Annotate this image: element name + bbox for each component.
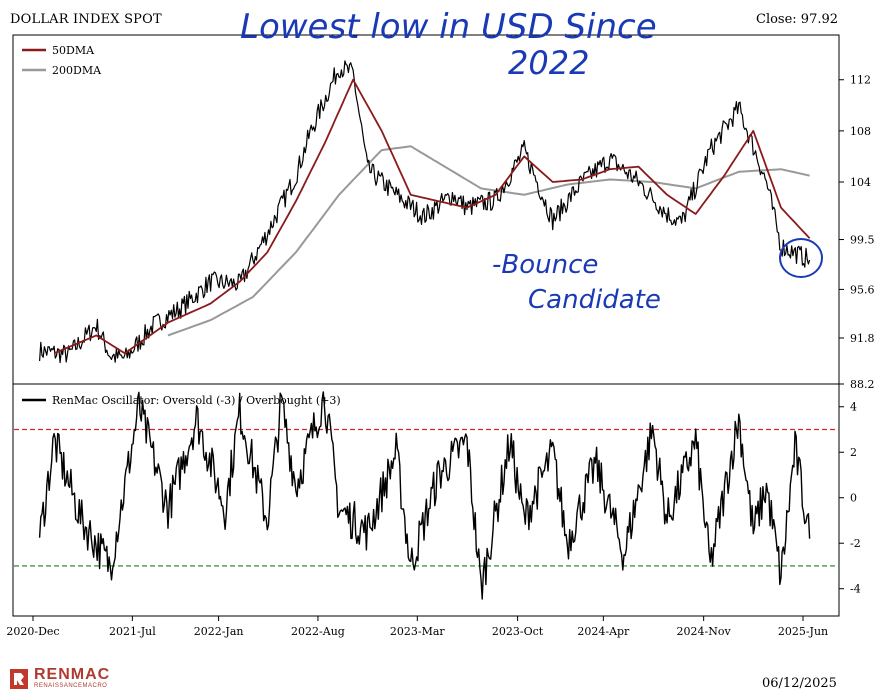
- x-tick-label: 2023-Mar: [390, 625, 446, 638]
- x-tick-label: 2020-Dec: [6, 625, 59, 638]
- price-panel-frame: [12, 34, 840, 385]
- oscillator-y-tick-label: 0: [850, 492, 857, 505]
- oscillator-y-axis: -4 -2 0 2 4: [839, 401, 861, 596]
- price-y-tick-label: 91.8: [850, 332, 875, 345]
- series-price-line: [39, 60, 811, 364]
- close-value: Close: 97.92: [756, 12, 839, 27]
- price-y-tick-label: 95.6: [850, 283, 875, 296]
- brand-subtitle: RENAISSANCEMACRO: [34, 683, 108, 689]
- price-y-axis: 88.2 91.8 95.6 99.5 104 108 112: [839, 74, 875, 391]
- x-tick-label: 2024-Nov: [677, 625, 732, 638]
- chart-title: DOLLAR INDEX SPOT: [10, 12, 162, 27]
- annotation-note-line2: Candidate: [528, 285, 661, 315]
- brand-name: RENMAC: [34, 666, 111, 683]
- series-200dma-line: [167, 145, 810, 337]
- oscillator-panel-frame: [12, 383, 840, 617]
- renmac-logo: RENMAC RENAISSANCEMACRO: [10, 666, 130, 692]
- legend-oscillator-label: RenMac Oscillator: Oversold (-3) / Overb…: [52, 394, 341, 407]
- annotation-note-line1: -Bounce: [492, 250, 598, 280]
- x-tick-label: 2022-Aug: [291, 625, 345, 638]
- x-tick-label: 2022-Jan: [194, 625, 244, 638]
- annotation-headline-line2: 2022: [508, 44, 589, 82]
- x-tick-label: 2024-Apr: [577, 625, 630, 638]
- oscillator-y-tick-label: -2: [850, 537, 861, 550]
- oscillator-y-tick-label: 4: [850, 401, 857, 414]
- price-y-tick-label: 108: [850, 125, 871, 138]
- x-tick-label: 2025-Jun: [778, 625, 828, 638]
- annotation-headline-line1: Lowest low in USD Since: [240, 7, 657, 47]
- series-oscillator-line: [38, 391, 811, 600]
- oscillator-series-group: [38, 391, 811, 600]
- footer-date: 06/12/2025: [762, 676, 837, 691]
- renmac-logo-mark: [10, 669, 28, 689]
- price-y-tick-label: 88.2: [850, 378, 875, 391]
- annotation-circle: [779, 238, 823, 278]
- price-y-tick-label: 112: [850, 74, 871, 87]
- x-axis: 2020-Dec 2021-Jul 2022-Jan 2022-Aug 2023-Mar…: [6, 616, 828, 638]
- legend-200dma-label: 200DMA: [52, 64, 102, 77]
- price-series-group: [39, 60, 811, 364]
- legend-50dma-label: 50DMA: [52, 44, 95, 57]
- price-y-tick-label: 99.5: [850, 234, 875, 247]
- price-y-tick-label: 104: [850, 176, 871, 189]
- x-tick-label: 2021-Jul: [109, 625, 156, 638]
- oscillator-y-tick-label: 2: [850, 446, 857, 459]
- oscillator-y-tick-label: -4: [850, 583, 861, 596]
- x-tick-label: 2023-Oct: [492, 625, 544, 638]
- series-50dma-line: [53, 78, 811, 355]
